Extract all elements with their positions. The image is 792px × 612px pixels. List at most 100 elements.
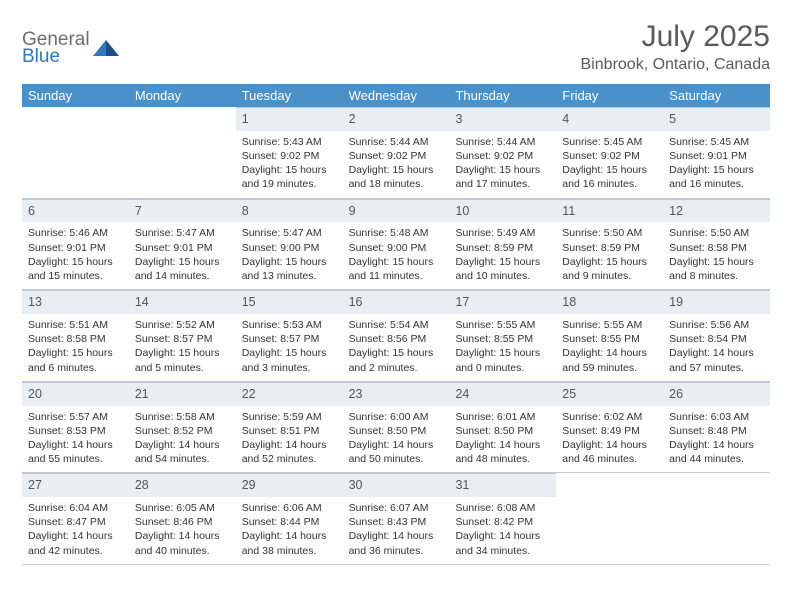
day-line: and 34 minutes.	[455, 544, 550, 558]
day-cell: 19Sunrise: 5:56 AMSunset: 8:54 PMDayligh…	[663, 290, 770, 381]
day-line: Daylight: 14 hours	[455, 529, 550, 543]
day-line: Sunrise: 5:49 AM	[455, 226, 550, 240]
day-line: Sunset: 9:02 PM	[562, 149, 657, 163]
day-line: Daylight: 14 hours	[562, 438, 657, 452]
day-body: Sunrise: 5:50 AMSunset: 8:59 PMDaylight:…	[556, 222, 663, 289]
day-line: Sunrise: 5:48 AM	[349, 226, 444, 240]
dayhead-mon: Monday	[129, 84, 236, 107]
day-cell	[22, 107, 129, 198]
day-cell: 18Sunrise: 5:55 AMSunset: 8:55 PMDayligh…	[556, 290, 663, 381]
day-line: Daylight: 15 hours	[28, 346, 123, 360]
day-line: and 3 minutes.	[242, 361, 337, 375]
day-line: Sunset: 8:59 PM	[562, 241, 657, 255]
day-line: Sunset: 8:56 PM	[349, 332, 444, 346]
day-number: 26	[663, 382, 770, 406]
day-line: and 36 minutes.	[349, 544, 444, 558]
day-line: and 46 minutes.	[562, 452, 657, 466]
day-cell: 9Sunrise: 5:48 AMSunset: 9:00 PMDaylight…	[343, 199, 450, 290]
day-line: Sunset: 8:59 PM	[455, 241, 550, 255]
dayhead-thu: Thursday	[449, 84, 556, 107]
day-line: and 16 minutes.	[562, 177, 657, 191]
day-line: Sunset: 8:58 PM	[669, 241, 764, 255]
day-number: 7	[129, 199, 236, 223]
day-line: Sunrise: 6:00 AM	[349, 410, 444, 424]
day-line: Daylight: 14 hours	[455, 438, 550, 452]
day-body: Sunrise: 5:46 AMSunset: 9:01 PMDaylight:…	[22, 222, 129, 289]
day-body: Sunrise: 5:55 AMSunset: 8:55 PMDaylight:…	[449, 314, 556, 381]
day-body: Sunrise: 5:45 AMSunset: 9:01 PMDaylight:…	[663, 131, 770, 198]
day-line: Daylight: 14 hours	[242, 529, 337, 543]
day-line: Daylight: 15 hours	[349, 346, 444, 360]
day-line: Daylight: 14 hours	[135, 529, 230, 543]
day-cell: 21Sunrise: 5:58 AMSunset: 8:52 PMDayligh…	[129, 382, 236, 473]
day-line: and 2 minutes.	[349, 361, 444, 375]
day-body: Sunrise: 5:53 AMSunset: 8:57 PMDaylight:…	[236, 314, 343, 381]
day-cell: 1Sunrise: 5:43 AMSunset: 9:02 PMDaylight…	[236, 107, 343, 198]
day-line: and 52 minutes.	[242, 452, 337, 466]
day-line: Sunrise: 5:44 AM	[349, 135, 444, 149]
day-cell: 24Sunrise: 6:01 AMSunset: 8:50 PMDayligh…	[449, 382, 556, 473]
day-line: Sunset: 8:53 PM	[28, 424, 123, 438]
day-number: 19	[663, 290, 770, 314]
day-body: Sunrise: 6:04 AMSunset: 8:47 PMDaylight:…	[22, 497, 129, 564]
day-line: Sunset: 8:50 PM	[349, 424, 444, 438]
day-cell: 20Sunrise: 5:57 AMSunset: 8:53 PMDayligh…	[22, 382, 129, 473]
day-line: Sunset: 9:00 PM	[242, 241, 337, 255]
day-number: 31	[449, 473, 556, 497]
day-body: Sunrise: 6:08 AMSunset: 8:42 PMDaylight:…	[449, 497, 556, 564]
day-line: Sunrise: 5:44 AM	[455, 135, 550, 149]
day-line: Sunset: 8:47 PM	[28, 515, 123, 529]
day-line: Sunset: 8:52 PM	[135, 424, 230, 438]
day-cell: 30Sunrise: 6:07 AMSunset: 8:43 PMDayligh…	[343, 473, 450, 564]
week-row: 13Sunrise: 5:51 AMSunset: 8:58 PMDayligh…	[22, 290, 770, 382]
day-body: Sunrise: 6:05 AMSunset: 8:46 PMDaylight:…	[129, 497, 236, 564]
day-line: and 9 minutes.	[562, 269, 657, 283]
day-line: Sunrise: 5:53 AM	[242, 318, 337, 332]
day-line: Sunrise: 5:47 AM	[135, 226, 230, 240]
day-line: Sunset: 8:50 PM	[455, 424, 550, 438]
day-line: Sunset: 8:57 PM	[135, 332, 230, 346]
day-number: 29	[236, 473, 343, 497]
week-row: 20Sunrise: 5:57 AMSunset: 8:53 PMDayligh…	[22, 382, 770, 474]
day-line: Sunset: 9:01 PM	[135, 241, 230, 255]
day-cell: 17Sunrise: 5:55 AMSunset: 8:55 PMDayligh…	[449, 290, 556, 381]
day-number: 28	[129, 473, 236, 497]
day-line: Sunrise: 5:59 AM	[242, 410, 337, 424]
day-line: Sunset: 9:01 PM	[28, 241, 123, 255]
day-cell: 8Sunrise: 5:47 AMSunset: 9:00 PMDaylight…	[236, 199, 343, 290]
day-line: and 59 minutes.	[562, 361, 657, 375]
day-line: and 38 minutes.	[242, 544, 337, 558]
day-cell: 26Sunrise: 6:03 AMSunset: 8:48 PMDayligh…	[663, 382, 770, 473]
day-line: Sunrise: 5:58 AM	[135, 410, 230, 424]
day-body: Sunrise: 5:56 AMSunset: 8:54 PMDaylight:…	[663, 314, 770, 381]
day-cell: 23Sunrise: 6:00 AMSunset: 8:50 PMDayligh…	[343, 382, 450, 473]
day-line: Sunrise: 6:08 AM	[455, 501, 550, 515]
day-number: 17	[449, 290, 556, 314]
day-line: and 6 minutes.	[28, 361, 123, 375]
day-cell: 28Sunrise: 6:05 AMSunset: 8:46 PMDayligh…	[129, 473, 236, 564]
day-line: and 15 minutes.	[28, 269, 123, 283]
day-body: Sunrise: 5:44 AMSunset: 9:02 PMDaylight:…	[449, 131, 556, 198]
day-cell: 13Sunrise: 5:51 AMSunset: 8:58 PMDayligh…	[22, 290, 129, 381]
day-cell: 5Sunrise: 5:45 AMSunset: 9:01 PMDaylight…	[663, 107, 770, 198]
day-body: Sunrise: 5:43 AMSunset: 9:02 PMDaylight:…	[236, 131, 343, 198]
day-line: Sunrise: 5:46 AM	[28, 226, 123, 240]
day-number: 30	[343, 473, 450, 497]
day-line: and 14 minutes.	[135, 269, 230, 283]
day-cell: 12Sunrise: 5:50 AMSunset: 8:58 PMDayligh…	[663, 199, 770, 290]
day-line: Daylight: 15 hours	[669, 255, 764, 269]
day-line: and 18 minutes.	[349, 177, 444, 191]
day-body: Sunrise: 5:47 AMSunset: 9:00 PMDaylight:…	[236, 222, 343, 289]
day-body: Sunrise: 6:06 AMSunset: 8:44 PMDaylight:…	[236, 497, 343, 564]
dayhead-sat: Saturday	[663, 84, 770, 107]
day-line: and 44 minutes.	[669, 452, 764, 466]
day-line: Sunrise: 6:01 AM	[455, 410, 550, 424]
day-number: 21	[129, 382, 236, 406]
day-line: Daylight: 14 hours	[28, 438, 123, 452]
day-cell	[663, 473, 770, 564]
day-line: and 16 minutes.	[669, 177, 764, 191]
day-cell: 11Sunrise: 5:50 AMSunset: 8:59 PMDayligh…	[556, 199, 663, 290]
day-line: Sunset: 9:01 PM	[669, 149, 764, 163]
day-line: and 50 minutes.	[349, 452, 444, 466]
week-row: 27Sunrise: 6:04 AMSunset: 8:47 PMDayligh…	[22, 473, 770, 565]
